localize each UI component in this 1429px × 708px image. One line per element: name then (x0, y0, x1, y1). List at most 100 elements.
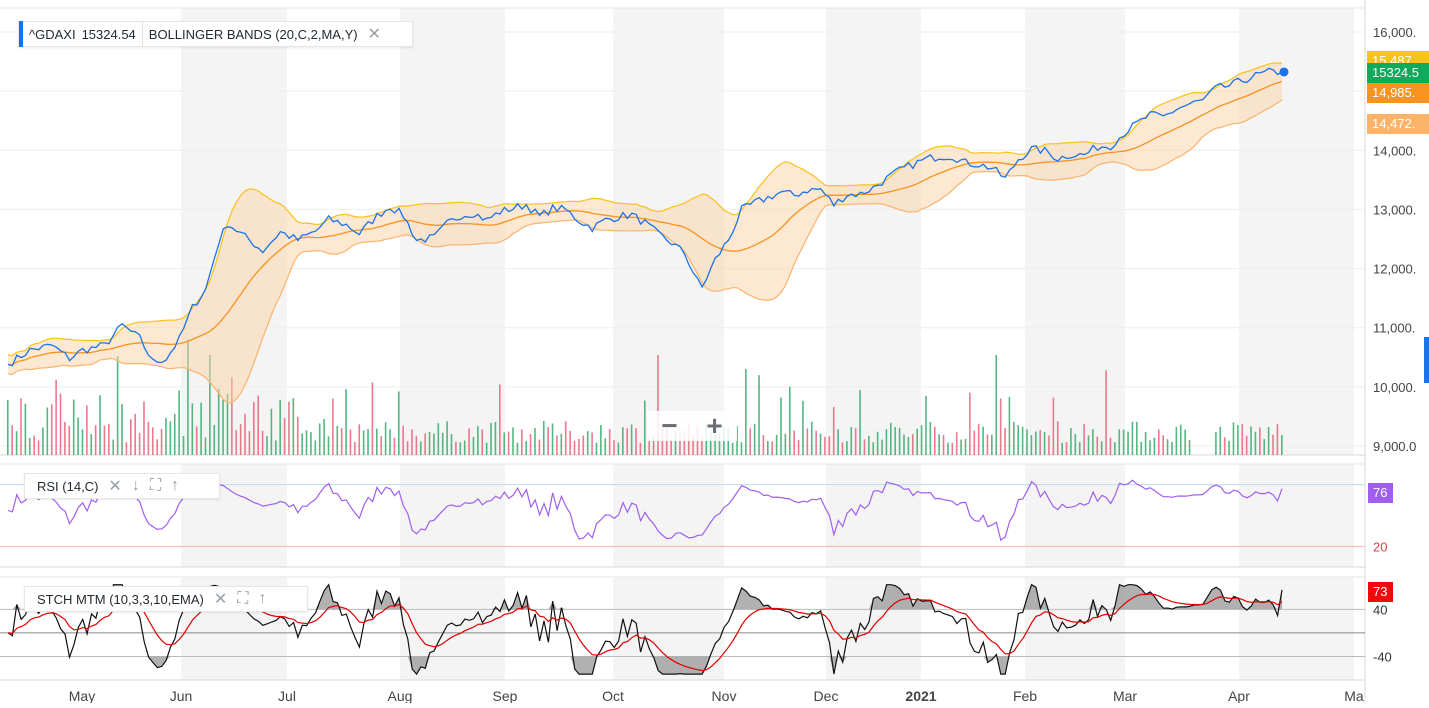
arrow-up-icon[interactable]: ↑ (258, 590, 267, 607)
volume-bar (916, 428, 918, 455)
ticker-symbol[interactable]: ^GDAXI (29, 26, 76, 42)
volume-bar (973, 430, 976, 455)
volume-bar (288, 401, 290, 455)
volume-bar (1241, 424, 1244, 455)
volume-bar (995, 355, 998, 455)
stoch-legend-label[interactable]: STCH MTM (10,3,3,10,EMA) (37, 591, 204, 607)
volume-bar (1250, 426, 1252, 455)
expand-icon[interactable]: ⛶ (149, 477, 162, 494)
volume-bar (327, 436, 330, 455)
volume-bar (173, 413, 176, 455)
volume-bar (402, 425, 404, 455)
volume-bar (600, 424, 602, 455)
volume-bar (749, 428, 752, 455)
x-tick-label: Sep (493, 688, 518, 703)
volume-bar (274, 440, 277, 455)
volume-bar (854, 428, 857, 455)
scroll-handle[interactable] (1424, 337, 1429, 383)
volume-bar (1157, 429, 1160, 455)
volume-bar (991, 434, 993, 455)
zoom-controls: − + (647, 410, 737, 441)
price-series (7, 67, 1289, 367)
volume-bar (942, 435, 945, 455)
volume-bar (1237, 424, 1239, 455)
volume-bar (503, 432, 506, 455)
volume-bar (806, 428, 809, 455)
rsi-legend-label[interactable]: RSI (14,C) (37, 478, 99, 494)
volume-bar (1118, 429, 1121, 455)
volume-bar (1259, 427, 1261, 455)
volume-bar (955, 432, 958, 455)
volume-bar (951, 442, 954, 455)
volume-bar (622, 427, 624, 455)
close-icon[interactable]: ✕ (213, 591, 228, 608)
volume-bar (701, 437, 703, 455)
volume-bar (125, 442, 128, 455)
bollinger-band-fill (8, 62, 1282, 403)
volume-bar (595, 442, 598, 455)
volume-bar (147, 421, 150, 455)
close-icon[interactable]: ✕ (367, 26, 381, 43)
volume-bar (55, 379, 57, 455)
volume-bar (999, 398, 1002, 455)
volume-bar (393, 437, 396, 455)
volume-bar (371, 382, 374, 455)
volume-bar (310, 432, 312, 455)
volume-bar (573, 440, 576, 455)
expand-icon[interactable]: ⛶ (237, 590, 249, 607)
legend-divider (141, 21, 143, 47)
volume-bar (332, 398, 334, 455)
volume-bar (819, 433, 822, 455)
volume-bar (376, 428, 378, 455)
volume-bar (635, 428, 637, 455)
volume-bar (261, 430, 264, 455)
stoch-level-label: -40 (1373, 649, 1392, 664)
volume-bar (512, 427, 514, 455)
volume-bar (881, 439, 883, 455)
volume-bar (1162, 435, 1164, 455)
volume-bar (345, 389, 347, 455)
volume-bar (771, 441, 773, 455)
volume-bar (266, 436, 268, 455)
volume-bar (178, 390, 180, 455)
volume-bar (204, 437, 207, 455)
y-tick-label: 9,000.0 (1373, 439, 1416, 454)
volume-bar (876, 431, 879, 455)
volume-bar (1017, 424, 1020, 455)
volume-bar (903, 434, 905, 455)
x-tick-label: Dec (814, 688, 839, 703)
volume-bar (151, 427, 154, 455)
close-icon[interactable]: ✕ (108, 478, 122, 495)
volume-bar (652, 435, 655, 455)
arrow-up-icon[interactable]: ↑ (171, 477, 180, 494)
volume-bar (850, 427, 853, 455)
volume-bar (762, 435, 765, 455)
volume-bar (292, 398, 295, 455)
arrow-down-icon[interactable]: ↓ (131, 477, 140, 494)
volume-bar (604, 438, 607, 455)
volume-bar (1228, 440, 1230, 455)
bollinger-legend-label[interactable]: BOLLINGER BANDS (20,C,2,MA,Y) (148, 26, 358, 42)
volume-bar (1281, 435, 1283, 455)
volume-bar (433, 433, 435, 455)
volume-bar (20, 398, 22, 455)
volume-bar (253, 401, 255, 455)
zoom-in-button[interactable]: + (706, 410, 723, 441)
volume-bar (1223, 437, 1226, 455)
zoom-out-button[interactable]: − (661, 410, 678, 441)
volume-bar (318, 423, 321, 455)
volume-bar (103, 425, 106, 455)
volume-bar (977, 424, 980, 455)
month-bands (181, 8, 1354, 680)
volume-bar (1114, 442, 1116, 455)
volume-bar (59, 393, 62, 455)
volume-bar (564, 421, 567, 455)
volume-bar (1272, 434, 1274, 455)
volume-bar (1267, 426, 1270, 455)
volume-bar (481, 429, 484, 455)
x-tick-label: Jul (278, 688, 296, 703)
bollinger-bands (7, 62, 1283, 404)
volume-bar (1149, 440, 1151, 455)
